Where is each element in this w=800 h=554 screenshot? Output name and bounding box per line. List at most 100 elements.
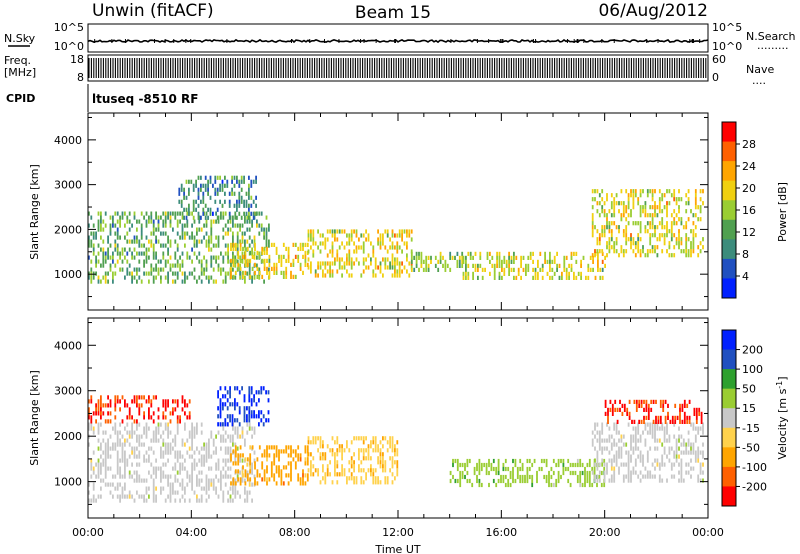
echo-cell [597,263,599,268]
echo-cell [306,477,309,482]
echo-cell [358,448,360,453]
echo-cell [230,262,232,267]
echo-cell [699,209,702,214]
echo-cell [260,418,263,423]
echo-cell [365,476,367,481]
echo-cell [216,175,219,180]
echo-cell [379,452,382,457]
echo-cell [634,245,637,250]
echo-cell [382,456,384,461]
echo-cell [222,438,225,443]
echo-cell [474,267,477,272]
echo-cell [253,275,256,280]
echo-cell [248,243,251,248]
echo-cell [104,474,107,479]
echo-cell [227,458,229,463]
echo-cell [287,453,290,458]
echo-cell [133,267,136,272]
echo-cell [594,474,596,479]
echo-cell [222,490,225,495]
echo-cell [634,426,637,431]
echo-cell [249,461,252,466]
echo-cell [495,482,498,488]
echo-cell [625,229,628,234]
echo-cell [207,207,209,212]
echo-cell [663,237,666,242]
echo-cell [362,440,365,445]
echo-cell [601,458,604,463]
echo-cell [155,227,157,232]
echo-cell [379,245,382,250]
echo-cell [501,259,503,264]
echo-cell [140,395,143,400]
echo-cell [610,478,613,483]
echo-cell [275,449,278,454]
echo-cell [627,205,630,210]
echo-cell [162,231,165,236]
echo-cell [243,410,246,415]
echo-cell [655,419,657,424]
echo-cell [379,261,382,266]
echo-cell [661,422,664,427]
echo-cell [355,229,358,234]
echo-cell [252,179,255,184]
echo-cell [207,179,209,184]
echo-cell [599,275,602,280]
echo-cell [644,422,647,427]
echo-cell [231,418,234,423]
echo-cell [382,237,384,242]
echo-cell [176,458,179,463]
echo-cell [273,477,276,482]
echo-cell [532,251,534,256]
echo-cell [246,494,249,499]
echo-cell [663,241,666,246]
echo-cell [410,251,413,256]
echo-cell [245,191,248,196]
echo-cell [188,474,191,479]
echo-cell [639,450,642,455]
echo-cell [209,207,212,212]
echo-cell [557,470,560,476]
echo-cell [208,446,210,451]
echo-cell [176,243,179,248]
echo-cell [374,444,377,449]
echo-cell [152,227,155,232]
echo-cell [639,225,642,230]
echo-cell [699,426,702,431]
echo-cell [261,274,264,279]
echo-cell [238,406,241,411]
echo-cell [539,251,542,256]
echo-cell [160,267,162,272]
echo-cell [425,259,428,264]
echo-cell [112,482,114,487]
echo-cell [365,229,367,234]
echo-cell [625,474,628,479]
echo-cell [591,189,594,194]
echo-cell [255,203,257,208]
echo-cell [324,273,327,278]
echo-cell [239,271,241,276]
echo-cell [119,267,121,272]
echo-cell [608,241,611,246]
echo-cell [95,235,97,240]
echo-cell [186,219,189,224]
echo-cell [145,450,148,455]
date-title: 06/Aug/2012 [598,1,708,21]
echo-cell [169,263,172,268]
echo-cell [203,271,205,276]
echo-cell [100,279,102,284]
echo-cell [508,255,510,260]
echo-cell [258,223,261,228]
echo-cell [176,470,179,475]
echo-cell [353,241,355,246]
echo-cell [244,486,246,491]
echo-cell [231,422,234,427]
echo-cell [613,426,616,431]
echo-cell [253,426,256,431]
echo-cell [408,261,411,266]
echo-cell [386,257,389,262]
echo-cell [622,213,625,218]
echo-cell [202,191,205,196]
echo-cell [673,253,676,258]
echo-cell [95,255,97,260]
